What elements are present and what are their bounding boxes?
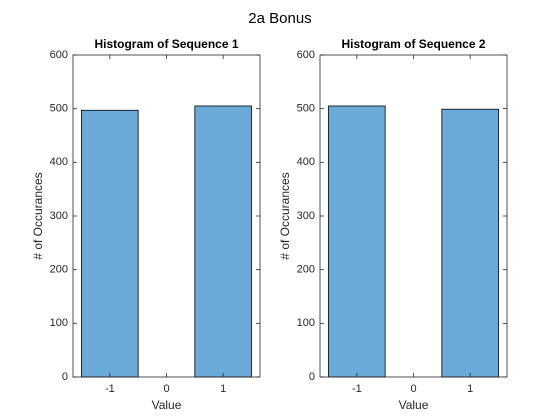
bar (194, 105, 252, 378)
y-tick-label: 400 (50, 156, 68, 168)
y-tick-label: 0 (309, 371, 315, 383)
y-tick-label: 200 (297, 264, 315, 276)
axes-title: Histogram of Sequence 1 (94, 37, 238, 51)
y-tick-label: 100 (50, 317, 68, 329)
y-tick-label: 400 (297, 156, 315, 168)
x-tick-label: 0 (163, 383, 169, 395)
bar (441, 108, 499, 378)
bar (328, 105, 386, 378)
x-tick-label: 0 (410, 383, 416, 395)
x-tick-label: -1 (105, 383, 115, 395)
y-tick-label: 300 (297, 210, 315, 222)
y-tick-label: 500 (297, 103, 315, 115)
y-tick-label: 500 (50, 103, 68, 115)
x-tick-label: 1 (220, 383, 226, 395)
y-tick-label: 100 (297, 317, 315, 329)
x-tick-label: -1 (352, 383, 362, 395)
y-axis-label: # of Occurances (31, 172, 45, 259)
y-tick-label: 200 (50, 264, 68, 276)
bar (81, 109, 139, 378)
y-tick-label: 600 (50, 49, 68, 61)
figure-title: 2a Bonus (248, 10, 311, 27)
y-tick-label: 600 (297, 49, 315, 61)
x-axis-label: Value (399, 398, 429, 412)
y-axis-label: # of Occurances (278, 172, 292, 259)
axes-title: Histogram of Sequence 2 (341, 37, 485, 51)
x-tick-label: 1 (467, 383, 473, 395)
y-tick-label: 0 (62, 371, 68, 383)
y-tick-label: 300 (50, 210, 68, 222)
x-axis-label: Value (152, 398, 182, 412)
